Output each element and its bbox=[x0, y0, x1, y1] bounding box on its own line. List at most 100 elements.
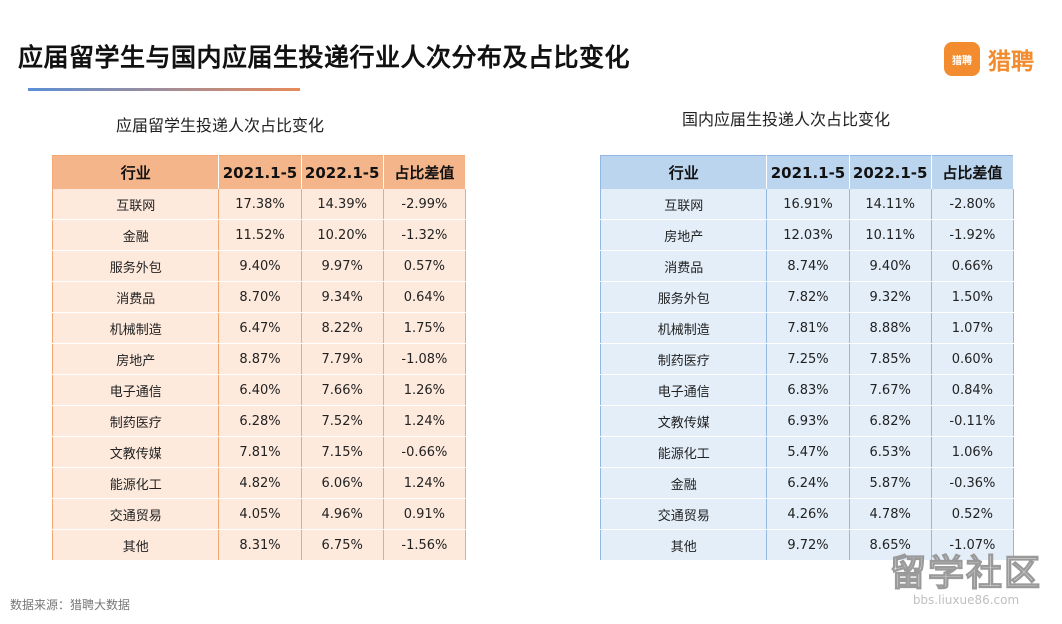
value-cell: 4.82% bbox=[218, 467, 302, 499]
value-cell: 12.03% bbox=[766, 219, 850, 251]
value-cell: 5.87% bbox=[849, 467, 932, 499]
header-row: 行业 2021.1-5 2022.1-5 占比差值 bbox=[600, 155, 1015, 189]
column-header: 2021.1-5 bbox=[218, 155, 302, 189]
industry-cell: 服务外包 bbox=[600, 281, 768, 313]
value-cell: 6.83% bbox=[766, 374, 850, 406]
value-cell: 1.24% bbox=[383, 405, 467, 437]
value-cell: 14.39% bbox=[301, 189, 384, 220]
watermark: 留学社区 bbs.liuxue86.com bbox=[889, 553, 1043, 607]
value-cell: -0.11% bbox=[931, 405, 1015, 437]
industry-cell: 房地产 bbox=[600, 219, 768, 251]
industry-cell: 能源化工 bbox=[52, 467, 220, 499]
table-row: 电子通信 6.83% 7.67% 0.84% bbox=[600, 374, 1015, 406]
industry-cell: 其他 bbox=[600, 529, 768, 561]
value-cell: 7.67% bbox=[849, 374, 932, 406]
value-cell: 5.47% bbox=[766, 436, 850, 468]
industry-cell: 交通贸易 bbox=[52, 498, 220, 530]
value-cell: 1.07% bbox=[931, 312, 1015, 344]
left-table-subtitle: 应届留学生投递人次占比变化 bbox=[116, 116, 325, 135]
table-row: 房地产 12.03% 10.11% -1.92% bbox=[600, 219, 1015, 251]
value-cell: 7.52% bbox=[301, 405, 384, 437]
header-row: 行业 2021.1-5 2022.1-5 占比差值 bbox=[52, 155, 467, 189]
table-row: 电子通信 6.40% 7.66% 1.26% bbox=[52, 374, 467, 406]
right-table-header: 行业 2021.1-5 2022.1-5 占比差值 bbox=[600, 155, 1015, 189]
value-cell: 7.79% bbox=[301, 343, 384, 375]
industry-cell: 文教传媒 bbox=[600, 405, 768, 437]
column-header: 行业 bbox=[52, 155, 220, 189]
value-cell: 7.81% bbox=[218, 436, 302, 468]
right-table-body: 互联网 16.91% 14.11% -2.80% 房地产 12.03% 10.11% -1.9… bbox=[600, 189, 1015, 561]
value-cell: 4.96% bbox=[301, 498, 384, 530]
domestic-graduates-table: 行业 2021.1-5 2022.1-5 占比差值 互联网 16.91% 14.11% -2… bbox=[600, 155, 1015, 561]
value-cell: 0.66% bbox=[931, 250, 1015, 282]
industry-cell: 机械制造 bbox=[52, 312, 220, 344]
value-cell: 7.85% bbox=[849, 343, 932, 375]
value-cell: 10.11% bbox=[849, 219, 932, 251]
industry-cell: 机械制造 bbox=[600, 312, 768, 344]
table-row: 交通贸易 4.26% 4.78% 0.52% bbox=[600, 498, 1015, 530]
industry-cell: 电子通信 bbox=[600, 374, 768, 406]
value-cell: 9.97% bbox=[301, 250, 384, 282]
table-row: 房地产 8.87% 7.79% -1.08% bbox=[52, 343, 467, 375]
industry-cell: 互联网 bbox=[600, 189, 768, 220]
value-cell: 8.74% bbox=[766, 250, 850, 282]
column-header: 占比差值 bbox=[383, 155, 467, 189]
table-row: 文教传媒 7.81% 7.15% -0.66% bbox=[52, 436, 467, 468]
liepin-logo-text: 猎聘 bbox=[988, 49, 1034, 75]
value-cell: -1.32% bbox=[383, 219, 467, 251]
column-header: 占比差值 bbox=[931, 155, 1015, 189]
value-cell: 6.06% bbox=[301, 467, 384, 499]
industry-cell: 互联网 bbox=[52, 189, 220, 220]
value-cell: 4.26% bbox=[766, 498, 850, 530]
value-cell: 6.47% bbox=[218, 312, 302, 344]
value-cell: 17.38% bbox=[218, 189, 302, 220]
page-title: 应届留学生与国内应届生投递行业人次分布及占比变化 bbox=[18, 43, 631, 72]
value-cell: 11.52% bbox=[218, 219, 302, 251]
table-row: 机械制造 6.47% 8.22% 1.75% bbox=[52, 312, 467, 344]
value-cell: -2.80% bbox=[931, 189, 1015, 220]
value-cell: -1.56% bbox=[383, 529, 467, 561]
data-source-note: 数据来源：猎聘大数据 bbox=[10, 598, 131, 612]
value-cell: 4.05% bbox=[218, 498, 302, 530]
value-cell: -0.36% bbox=[931, 467, 1015, 499]
value-cell: 1.75% bbox=[383, 312, 467, 344]
value-cell: 6.40% bbox=[218, 374, 302, 406]
value-cell: 8.70% bbox=[218, 281, 302, 313]
table-row: 互联网 17.38% 14.39% -2.99% bbox=[52, 189, 467, 220]
industry-cell: 房地产 bbox=[52, 343, 220, 375]
industry-cell: 制药医疗 bbox=[600, 343, 768, 375]
value-cell: 6.75% bbox=[301, 529, 384, 561]
value-cell: 8.87% bbox=[218, 343, 302, 375]
value-cell: 7.66% bbox=[301, 374, 384, 406]
value-cell: 7.25% bbox=[766, 343, 850, 375]
value-cell: 0.57% bbox=[383, 250, 467, 282]
value-cell: 9.40% bbox=[849, 250, 932, 282]
value-cell: 1.50% bbox=[931, 281, 1015, 313]
value-cell: 0.52% bbox=[931, 498, 1015, 530]
table-row: 互联网 16.91% 14.11% -2.80% bbox=[600, 189, 1015, 220]
value-cell: -0.66% bbox=[383, 436, 467, 468]
table-row: 其他 9.72% 8.65% -1.07% bbox=[600, 529, 1015, 561]
value-cell: -1.92% bbox=[931, 219, 1015, 251]
value-cell: 0.84% bbox=[931, 374, 1015, 406]
table-row: 制药医疗 6.28% 7.52% 1.24% bbox=[52, 405, 467, 437]
table-row: 机械制造 7.81% 8.88% 1.07% bbox=[600, 312, 1015, 344]
right-table-subtitle: 国内应届生投递人次占比变化 bbox=[682, 110, 891, 129]
watermark-url: bbs.liuxue86.com bbox=[912, 593, 1020, 607]
value-cell: 7.15% bbox=[301, 436, 384, 468]
value-cell: -2.99% bbox=[383, 189, 467, 220]
table-row: 金融 6.24% 5.87% -0.36% bbox=[600, 467, 1015, 499]
value-cell: 9.34% bbox=[301, 281, 384, 313]
watermark-main: 留学社区 bbox=[889, 553, 1043, 594]
industry-cell: 能源化工 bbox=[600, 436, 768, 468]
value-cell: 6.82% bbox=[849, 405, 932, 437]
value-cell: 8.22% bbox=[301, 312, 384, 344]
value-cell: 1.26% bbox=[383, 374, 467, 406]
industry-cell: 电子通信 bbox=[52, 374, 220, 406]
value-cell: 6.93% bbox=[766, 405, 850, 437]
table-row: 服务外包 9.40% 9.97% 0.57% bbox=[52, 250, 467, 282]
value-cell: 0.64% bbox=[383, 281, 467, 313]
value-cell: 6.28% bbox=[218, 405, 302, 437]
value-cell: 7.82% bbox=[766, 281, 850, 313]
industry-cell: 服务外包 bbox=[52, 250, 220, 282]
